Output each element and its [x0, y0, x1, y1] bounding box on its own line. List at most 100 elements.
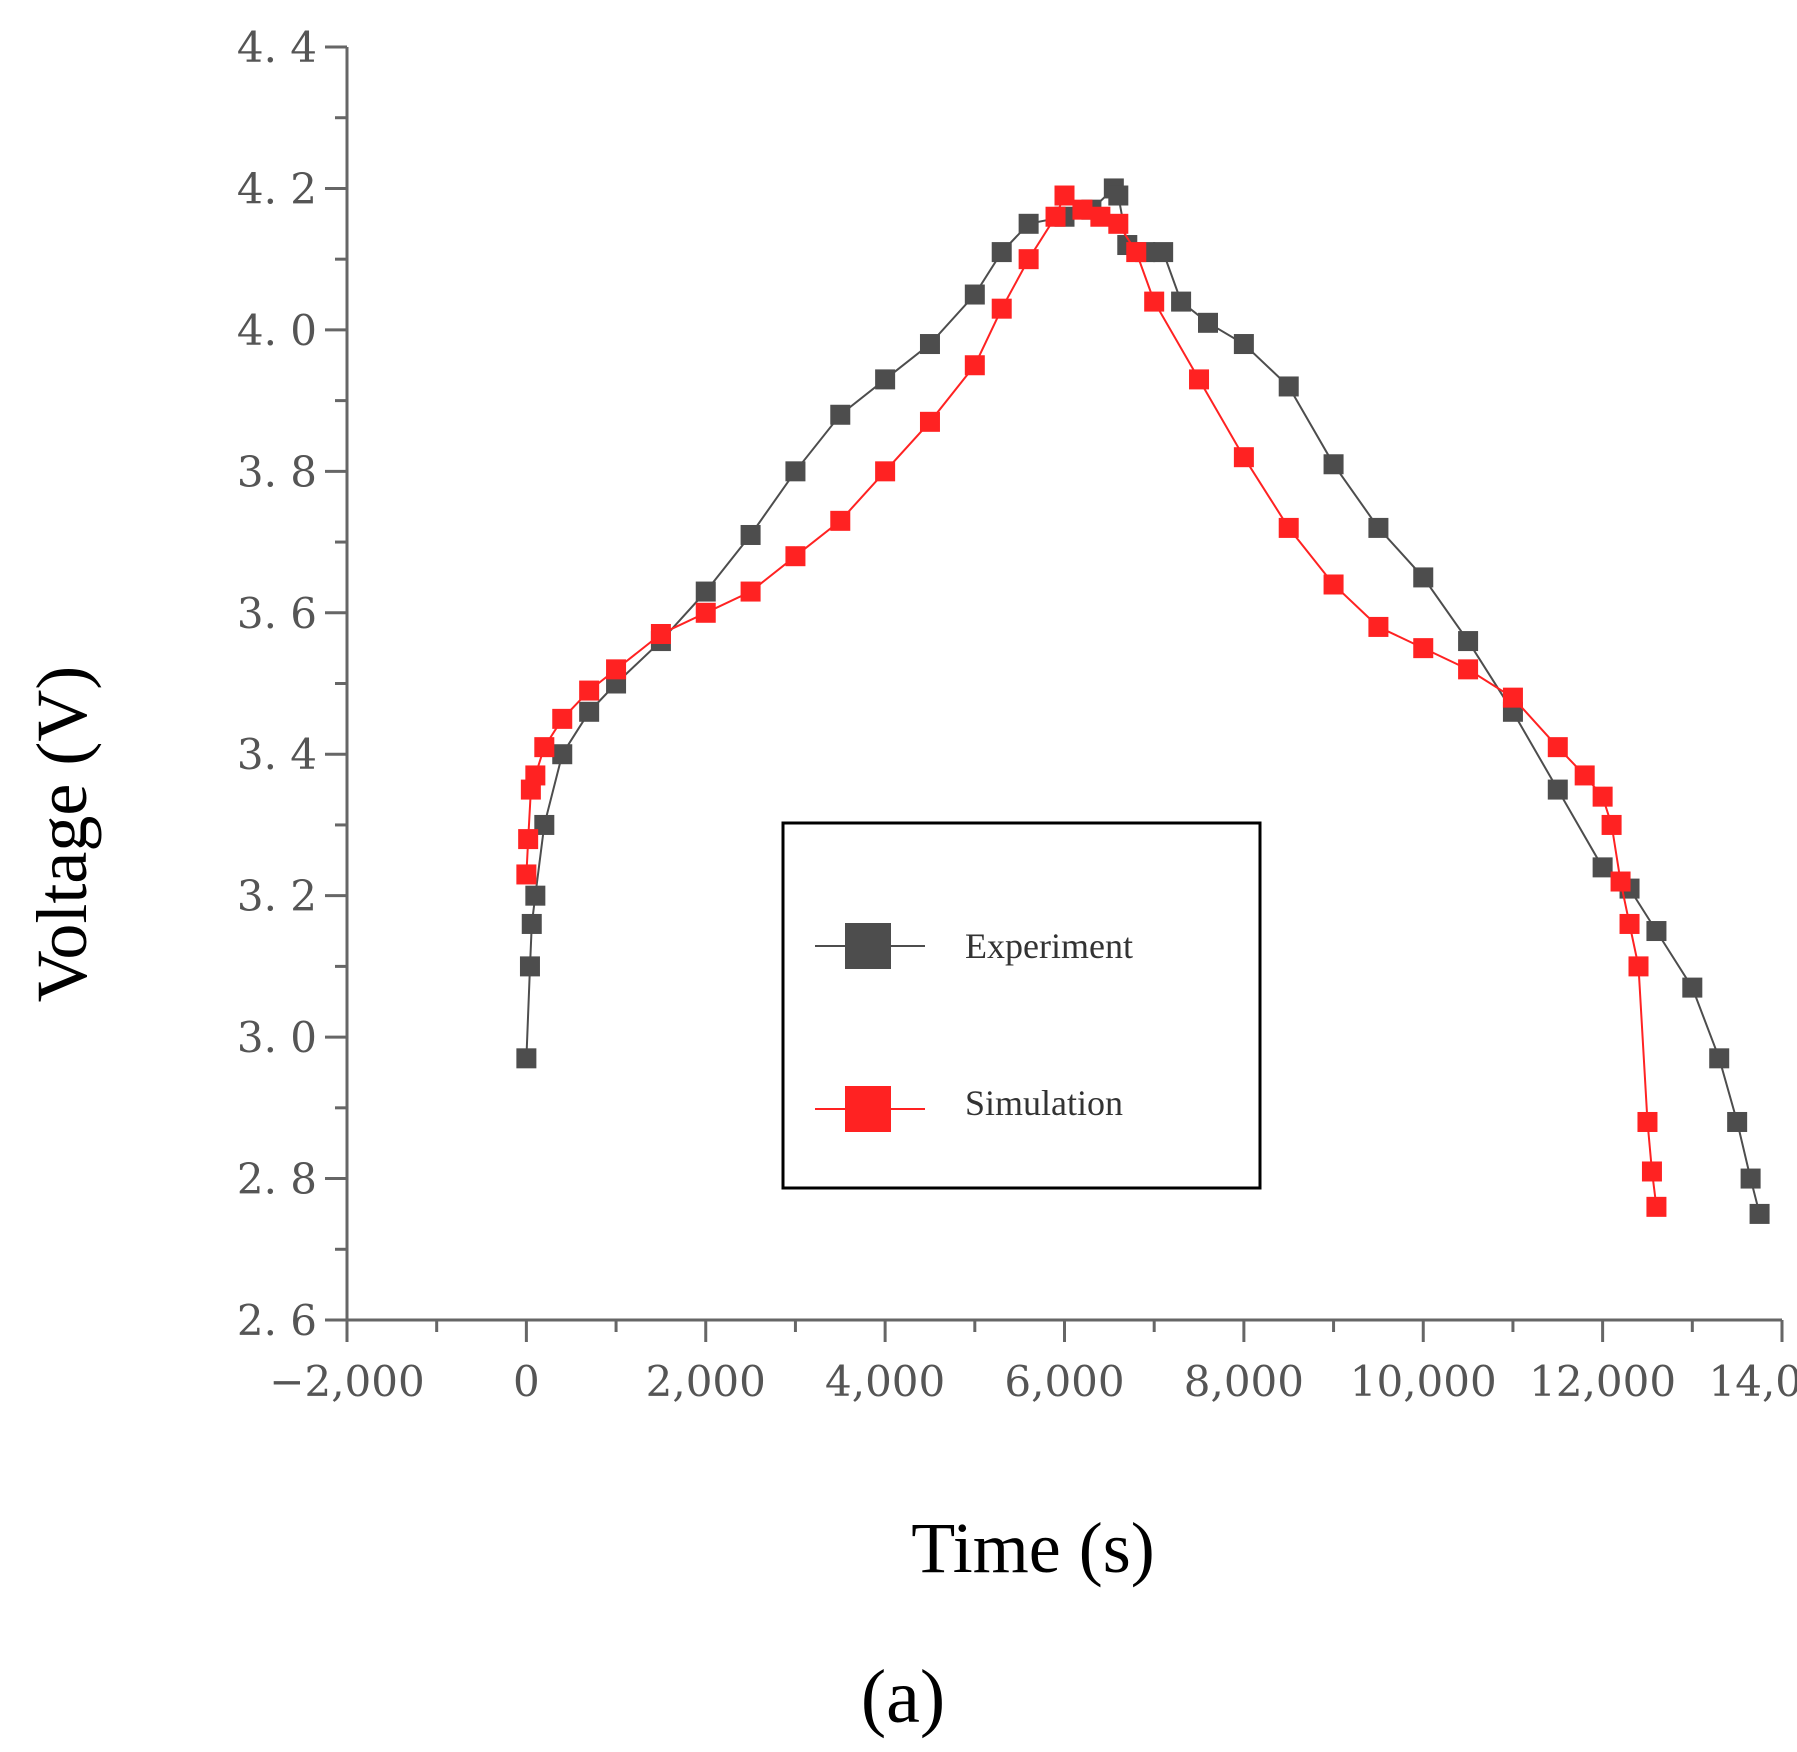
- data-point-experiment: [579, 701, 600, 722]
- data-point-experiment: [1646, 921, 1667, 942]
- data-point-experiment: [1233, 334, 1254, 355]
- y-axis-ticks: 2. 6 2. 8 3. 0 3. 2 3. 4 3. 6 3. 8 4. 0 4. 2 4. 4: [237, 23, 347, 1345]
- legend: Experiment Simulation: [781, 821, 1262, 1190]
- data-point-simulation: [1278, 517, 1299, 538]
- data-point-experiment: [1018, 213, 1039, 234]
- data-point-simulation: [579, 680, 600, 701]
- x-tick-label: 6,000: [1004, 1357, 1124, 1406]
- legend-experiment-marker: [845, 923, 891, 969]
- data-point-experiment: [1198, 312, 1218, 333]
- data-point-simulation: [552, 708, 573, 729]
- data-point-experiment: [534, 814, 555, 835]
- x-axis-title: Time (s): [911, 1508, 1154, 1588]
- x-tick-label: 12,000: [1529, 1357, 1676, 1406]
- x-tick-label: −2,000: [269, 1357, 424, 1406]
- data-point-experiment: [1278, 376, 1299, 397]
- legend-simulation-label: Simulation: [965, 1083, 1123, 1123]
- data-point-experiment: [1592, 857, 1613, 878]
- data-point-simulation: [964, 355, 985, 376]
- data-point-simulation: [1601, 814, 1622, 835]
- x-tick-label: 2,000: [646, 1357, 766, 1406]
- data-point-experiment: [1413, 567, 1434, 588]
- data-point-simulation: [650, 623, 671, 644]
- data-point-experiment: [552, 744, 573, 765]
- data-point-experiment: [964, 284, 985, 305]
- data-point-experiment: [1323, 454, 1344, 475]
- data-point-simulation: [1458, 659, 1479, 680]
- data-point-simulation: [830, 510, 851, 531]
- data-point-experiment: [1749, 1203, 1770, 1224]
- data-point-simulation: [1646, 1196, 1667, 1217]
- data-point-simulation: [606, 659, 627, 680]
- y-axis-title: Voltage (V): [22, 666, 102, 1003]
- data-point-simulation: [1090, 206, 1111, 227]
- x-tick-label: 0: [513, 1357, 540, 1406]
- panel-label: (a): [861, 1655, 945, 1739]
- data-point-experiment: [785, 461, 806, 482]
- x-tick-label: 8,000: [1184, 1357, 1304, 1406]
- y-tick-label: 4. 0: [237, 306, 317, 355]
- data-point-simulation: [1574, 765, 1595, 786]
- data-point-experiment: [1547, 779, 1568, 800]
- data-point-experiment: [1727, 1111, 1748, 1132]
- data-point-experiment: [1171, 291, 1192, 312]
- data-point-simulation: [1592, 786, 1613, 807]
- data-point-simulation: [516, 864, 537, 885]
- data-point-simulation: [991, 298, 1012, 319]
- y-tick-label: 2. 6: [237, 1296, 317, 1345]
- data-point-simulation: [1045, 206, 1066, 227]
- y-tick-label: 2. 8: [237, 1155, 317, 1204]
- data-point-simulation: [1368, 616, 1389, 637]
- data-point-experiment: [525, 885, 546, 906]
- data-point-simulation: [740, 581, 761, 602]
- data-point-simulation: [1619, 913, 1640, 934]
- data-point-simulation: [525, 765, 546, 786]
- x-tick-label: 14,000: [1709, 1357, 1797, 1406]
- data-point-simulation: [1126, 242, 1147, 263]
- data-point-experiment: [740, 524, 761, 545]
- data-point-simulation: [1323, 574, 1344, 595]
- data-point-experiment: [519, 956, 540, 977]
- x-tick-label: 4,000: [825, 1357, 945, 1406]
- y-tick-label: 4. 4: [237, 23, 317, 72]
- series-simulation: [516, 185, 1667, 1217]
- data-point-simulation: [1072, 199, 1093, 220]
- data-point-experiment: [1709, 1048, 1730, 1069]
- data-point-experiment: [1458, 631, 1479, 652]
- y-tick-label: 4. 2: [237, 164, 317, 213]
- data-point-experiment: [1740, 1168, 1761, 1189]
- data-point-simulation: [1610, 871, 1631, 892]
- data-point-simulation: [1054, 185, 1075, 206]
- data-point-experiment: [516, 1048, 537, 1069]
- data-point-simulation: [1637, 1111, 1658, 1132]
- data-point-simulation: [1628, 956, 1649, 977]
- data-point-simulation: [875, 461, 896, 482]
- data-point-experiment: [830, 404, 851, 425]
- legend-box: [781, 821, 1262, 1190]
- data-series: [516, 178, 1770, 1224]
- data-point-experiment: [991, 242, 1012, 263]
- y-tick-label: 3. 6: [237, 589, 317, 638]
- x-axis-ticks: −2,000 0 2,000 4,000 6,000 8,000 10,000 12,000 1…: [269, 1320, 1797, 1406]
- data-point-simulation: [1502, 687, 1523, 708]
- data-point-simulation: [518, 829, 539, 850]
- data-point-experiment: [875, 369, 896, 390]
- data-point-simulation: [695, 602, 716, 623]
- y-tick-label: 3. 4: [237, 730, 317, 779]
- data-point-simulation: [1108, 213, 1129, 234]
- data-point-simulation: [1641, 1161, 1662, 1182]
- data-point-simulation: [1233, 447, 1254, 468]
- y-tick-label: 3. 8: [237, 447, 317, 496]
- data-point-experiment: [1682, 977, 1703, 998]
- data-point-simulation: [1547, 737, 1568, 758]
- data-point-experiment: [919, 334, 940, 355]
- data-point-simulation: [919, 411, 940, 432]
- data-point-experiment: [1368, 517, 1389, 538]
- data-point-experiment: [1108, 185, 1129, 206]
- data-point-experiment: [1153, 242, 1174, 263]
- data-point-simulation: [1189, 369, 1210, 390]
- legend-experiment-label: Experiment: [965, 926, 1133, 966]
- data-point-simulation: [785, 546, 806, 567]
- data-point-simulation: [534, 737, 555, 758]
